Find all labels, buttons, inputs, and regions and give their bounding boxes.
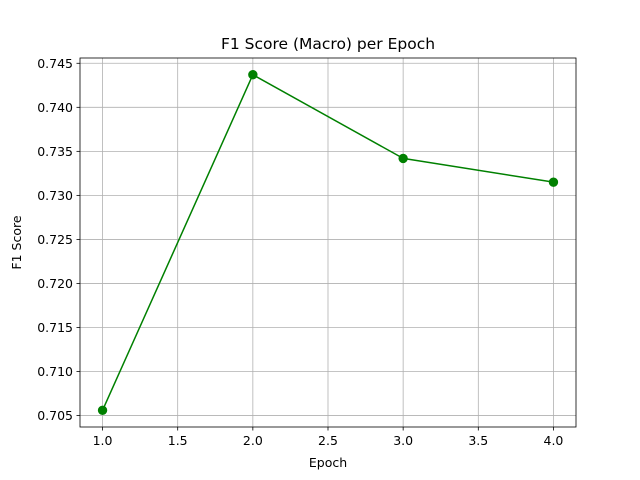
y-tick-label: 0.710 (37, 364, 73, 379)
y-tick-label: 0.715 (37, 320, 73, 335)
x-tick-label: 2.0 (243, 433, 263, 448)
ticks: 1.0 1.5 2.0 2.5 3.0 3.5 4.0 0.705 0.710 0.715 0.72… (37, 56, 563, 448)
y-tick-label: 0.735 (37, 144, 73, 159)
chart-title: F1 Score (Macro) per Epoch (221, 35, 435, 53)
data-point (398, 153, 408, 164)
data-point (97, 405, 108, 415)
x-tick-label: 3.0 (393, 433, 413, 448)
series-layer (97, 70, 559, 415)
x-tick-label: 4.0 (544, 433, 564, 448)
y-tick-label: 0.745 (37, 56, 73, 71)
x-tick-label: 1.5 (168, 433, 188, 448)
x-tick-label: 3.5 (468, 433, 488, 448)
x-tick-label: 2.5 (318, 433, 338, 448)
series-line (101, 73, 554, 411)
x-tick-label: 1.0 (93, 433, 113, 448)
y-axis-label: F1 Score (9, 215, 24, 269)
y-tick-label: 0.720 (37, 276, 73, 291)
y-tick-label: 0.725 (37, 232, 73, 247)
y-tick-label: 0.730 (37, 188, 73, 203)
data-point (248, 70, 258, 80)
x-axis-label: Epoch (309, 455, 347, 470)
grid (80, 58, 576, 427)
y-tick-label: 0.740 (37, 100, 73, 115)
y-tick-label: 0.705 (37, 408, 73, 423)
data-point (548, 177, 559, 187)
